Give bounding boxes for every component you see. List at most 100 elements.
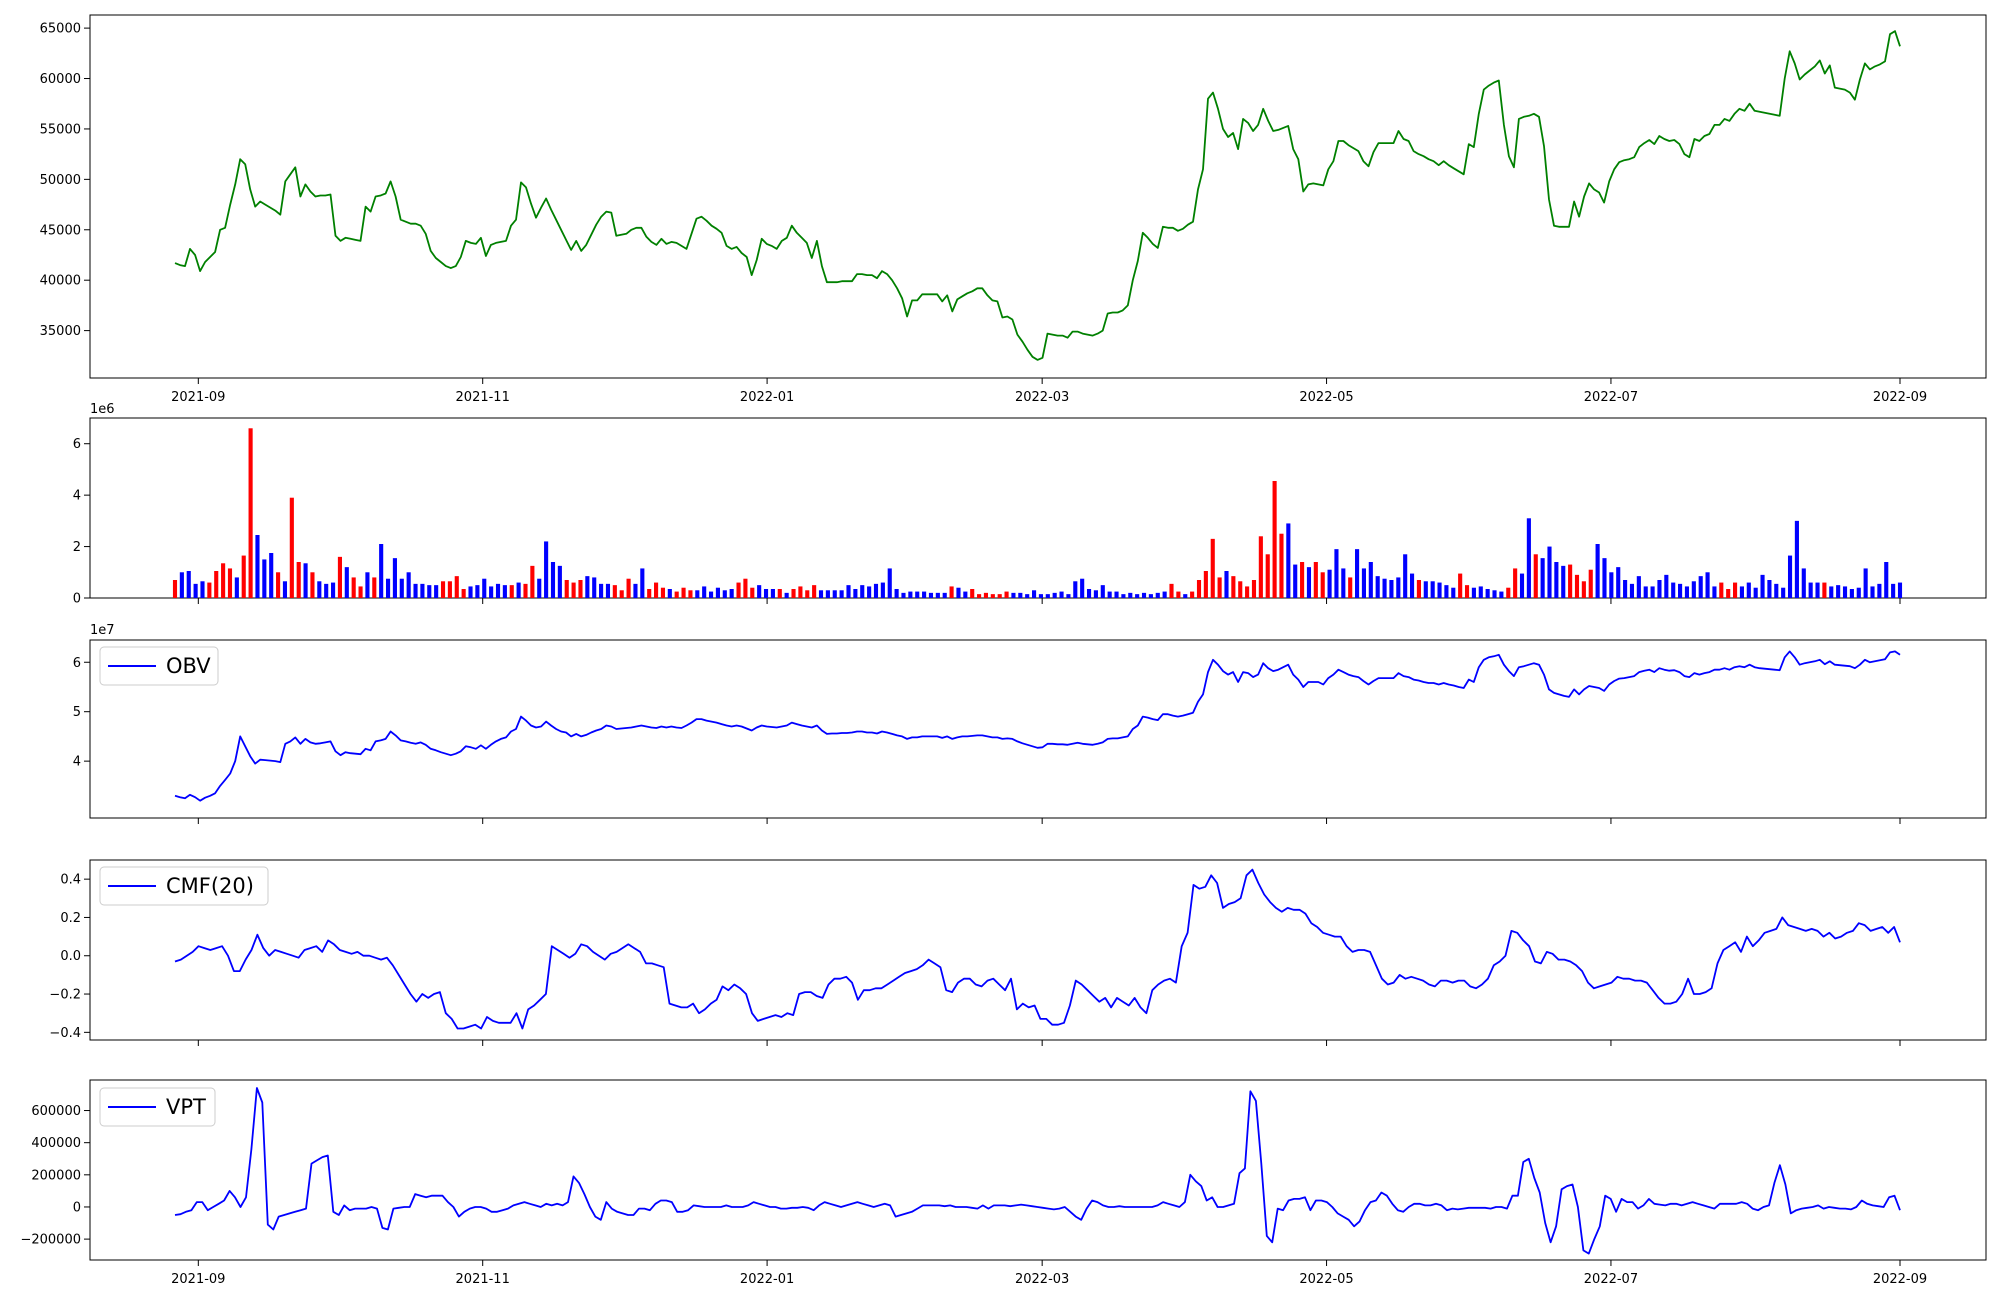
volume-bar — [413, 583, 418, 598]
volume-bar — [372, 577, 377, 598]
volume-bar — [1856, 587, 1861, 598]
volume-bar — [1416, 580, 1421, 598]
volume-bar — [550, 562, 556, 598]
volume-bar — [1121, 594, 1126, 598]
volume-bar — [1279, 533, 1284, 598]
volume-bar — [1733, 582, 1738, 598]
volume-bar — [942, 592, 947, 598]
volume-bar — [241, 555, 246, 598]
xtick-label: 2022-05 — [1299, 390, 1353, 405]
xtick-label: 2022-09 — [1873, 390, 1927, 405]
volume-bar — [1183, 594, 1188, 598]
volume-bar — [475, 585, 480, 598]
volume-bar — [585, 576, 590, 598]
volume-bar — [489, 586, 494, 598]
obv-legend: OBV — [99, 646, 219, 686]
volume-bar — [1842, 586, 1848, 598]
volume-bar — [544, 541, 549, 598]
volume-bar — [654, 582, 659, 598]
volume-bar — [1327, 569, 1332, 598]
volume-bar — [887, 568, 892, 598]
volume-bar — [530, 565, 535, 598]
volume-bar — [296, 562, 301, 598]
volume-bar — [227, 568, 233, 598]
volume-bar — [736, 582, 741, 598]
volume-bar — [1086, 589, 1092, 598]
volume-bar — [1382, 578, 1387, 598]
volume-bar — [915, 591, 920, 598]
volume-bar — [977, 594, 982, 598]
volume-bar — [392, 558, 397, 598]
obv-ytick-label: 4 — [73, 755, 81, 770]
volume-bar — [1409, 573, 1415, 598]
volume-bar — [1863, 568, 1868, 598]
volume-bar — [1794, 520, 1799, 598]
volume-bar — [928, 592, 934, 598]
volume-bar — [557, 565, 562, 598]
volume-bar — [1492, 590, 1497, 598]
volume-bar — [564, 580, 569, 598]
volume-bar — [1657, 580, 1662, 598]
volume-bar — [365, 572, 370, 598]
price-ytick-label: 55000 — [40, 122, 81, 137]
volume-bar — [1540, 558, 1545, 598]
volume-bar — [1787, 555, 1793, 598]
volume-bar — [1822, 582, 1827, 598]
volume-bar — [1107, 591, 1112, 598]
vpt-ytick-label: 400000 — [31, 1136, 81, 1151]
volume-bar — [1052, 592, 1057, 598]
volume-bar — [695, 590, 700, 598]
volume-bar — [1836, 585, 1841, 598]
xtick-label: 2022-07 — [1584, 1272, 1638, 1287]
vpt-ytick-label: 200000 — [31, 1168, 81, 1183]
volume-axes-frame — [89, 417, 1987, 599]
vpt-panel: VPT −200000 0 200000 400000 600000 2021-09 202… — [20, 1079, 1987, 1287]
volume-bar — [997, 594, 1002, 598]
volume-bar — [667, 589, 672, 598]
volume-bar — [708, 591, 714, 598]
volume-bar — [454, 576, 459, 598]
volume-offset-label: 1e6 — [90, 402, 115, 417]
volume-bar — [221, 563, 226, 598]
volume-bar — [1320, 572, 1325, 598]
volume-bar — [839, 590, 844, 598]
cmf-ytick-label: −0.4 — [49, 1026, 81, 1041]
volume-bar — [1568, 564, 1573, 598]
volume-bar — [317, 581, 322, 598]
volume-bar — [1781, 587, 1786, 598]
volume-bar — [1032, 590, 1037, 598]
volume-bar — [310, 572, 315, 598]
volume-bar — [1018, 592, 1023, 598]
volume-bar — [1547, 546, 1552, 598]
volume-bar — [351, 577, 356, 598]
volume-bar — [1581, 581, 1586, 598]
volume-bar — [269, 553, 274, 598]
volume-bar — [1891, 583, 1896, 598]
volume-bar — [1726, 589, 1731, 598]
volume-bar — [1190, 591, 1195, 598]
volume-bar — [1458, 573, 1463, 598]
volume-bar — [1361, 568, 1366, 598]
volume-bar — [805, 590, 810, 598]
volume-bar — [1258, 536, 1263, 598]
volume-bar — [1444, 585, 1449, 598]
obv-ytick-label: 5 — [73, 705, 81, 720]
volume-bar — [461, 589, 466, 598]
volume-bar — [1100, 585, 1105, 598]
volume-bar — [1011, 592, 1016, 598]
volume-bar — [1238, 581, 1243, 598]
volume-bar — [702, 586, 707, 598]
volume-bar — [867, 586, 872, 598]
volume-bar — [784, 592, 789, 598]
obv-offset-label: 1e7 — [90, 623, 115, 638]
volume-bar — [1877, 583, 1882, 598]
volume-bar — [1664, 574, 1669, 598]
volume-bar — [688, 590, 693, 598]
volume-bar — [757, 585, 762, 598]
volume-bar — [1306, 567, 1312, 598]
xtick-label: 2022-01 — [740, 1272, 794, 1287]
volume-bar — [1389, 580, 1394, 598]
volume-bar — [1080, 578, 1085, 598]
volume-bar — [324, 583, 329, 598]
volume-bar — [901, 592, 906, 598]
